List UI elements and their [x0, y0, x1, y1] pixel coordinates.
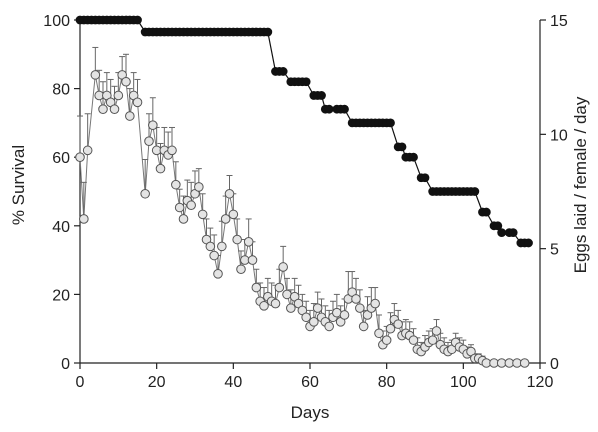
x-axis: 0 20 40 60 80 100 120	[76, 363, 554, 391]
survival-point	[470, 187, 480, 196]
survival-point	[524, 238, 533, 248]
eggs-point	[209, 250, 219, 261]
eggs-point	[220, 214, 231, 224]
eggs-point	[98, 104, 108, 114]
eggs-point	[324, 321, 334, 332]
eggs-point	[125, 111, 135, 121]
eggs-point	[90, 70, 101, 80]
eggs-point	[132, 97, 143, 108]
x-tick-label: 40	[224, 374, 242, 391]
eggs-point	[339, 310, 350, 320]
eggs-point	[232, 234, 242, 245]
eggs-point	[381, 335, 392, 345]
eggs-point	[351, 294, 361, 304]
eggs-point	[171, 179, 181, 190]
survival-point	[481, 207, 491, 217]
eggs-point	[374, 328, 384, 339]
survival-line	[80, 19, 529, 244]
eggs-point	[109, 104, 120, 114]
eggs-point	[224, 188, 235, 199]
eggs-point	[82, 145, 93, 156]
survival-point	[340, 104, 349, 114]
eggs-point	[393, 319, 403, 329]
x-tick-label: 60	[301, 374, 319, 391]
eggs-point	[236, 264, 246, 275]
eggs-point	[370, 298, 380, 309]
survival-point	[493, 221, 503, 231]
eggs-point	[79, 214, 89, 224]
eggs-point	[247, 255, 258, 265]
eggs-point	[270, 298, 281, 309]
eggs-point	[278, 262, 288, 272]
x-tick-label: 20	[148, 374, 166, 391]
y-right-tick-label: 15	[550, 13, 568, 30]
eggs-point	[194, 182, 204, 192]
y-axis-right: 0 5 10 15	[540, 13, 568, 373]
y-right-tick-label: 5	[550, 242, 559, 259]
eggs-point	[251, 282, 262, 293]
eggs-point	[186, 200, 196, 211]
survival-point	[133, 15, 142, 25]
survival-point	[324, 104, 334, 114]
y-right-tick-label: 10	[550, 127, 568, 144]
eggs-point	[259, 301, 269, 311]
x-tick-label: 100	[450, 374, 477, 391]
survival-point	[420, 173, 430, 183]
x-tick-label: 0	[76, 374, 85, 391]
survival-point	[397, 142, 407, 152]
survival-point	[278, 67, 288, 76]
y-axis-left-title: % Survival	[9, 145, 28, 225]
eggs-point	[355, 303, 365, 313]
y-left-tick-label: 0	[61, 356, 70, 373]
eggs-point	[358, 321, 369, 332]
eggs-point	[174, 202, 185, 213]
eggs-point	[205, 241, 216, 252]
eggs-point	[309, 317, 319, 327]
eggs-point	[113, 90, 124, 101]
eggs-point	[243, 237, 254, 247]
eggs-point	[140, 188, 150, 199]
eggs-point	[286, 303, 296, 313]
survival-point	[409, 152, 418, 162]
series-survival	[75, 15, 533, 248]
eggs-point	[217, 241, 227, 252]
eggs-point	[385, 323, 396, 334]
eggs-point	[75, 152, 85, 162]
y-left-tick-label: 100	[43, 13, 70, 30]
eggs-point	[301, 312, 311, 323]
eggs-point	[228, 209, 239, 220]
survival-point	[301, 77, 311, 87]
eggs-point	[144, 136, 154, 146]
survival-point	[386, 118, 395, 128]
eggs-point	[431, 326, 442, 336]
eggs-point	[274, 282, 285, 293]
y-left-tick-label: 80	[52, 82, 70, 99]
survival-point	[317, 91, 326, 100]
eggs-point	[178, 214, 189, 224]
x-tick-label: 80	[378, 374, 396, 391]
eggs-point	[155, 163, 166, 174]
eggs-point	[312, 303, 323, 313]
survival-point	[497, 228, 507, 238]
eggs-point	[197, 209, 208, 220]
eggs-point	[213, 269, 223, 279]
y-axis-left: 0 20 40 60 80 100	[43, 13, 80, 373]
y-axis-right-title: Eggs laid / female / day	[571, 96, 590, 273]
y-left-tick-label: 20	[52, 287, 70, 304]
survival-point	[508, 228, 518, 238]
eggs-point	[121, 76, 131, 87]
eggs-point	[519, 358, 530, 368]
eggs-point	[427, 335, 438, 345]
x-tick-label: 120	[527, 374, 554, 391]
eggs-point	[167, 145, 177, 156]
eggs-point	[148, 120, 158, 130]
x-axis-title: Days	[291, 403, 330, 422]
series-eggs-laid	[75, 46, 530, 368]
y-right-tick-label: 0	[550, 356, 559, 373]
y-left-tick-label: 40	[52, 219, 70, 236]
survival-point	[263, 27, 273, 37]
eggs-point	[408, 335, 419, 345]
y-left-tick-label: 60	[52, 150, 70, 167]
